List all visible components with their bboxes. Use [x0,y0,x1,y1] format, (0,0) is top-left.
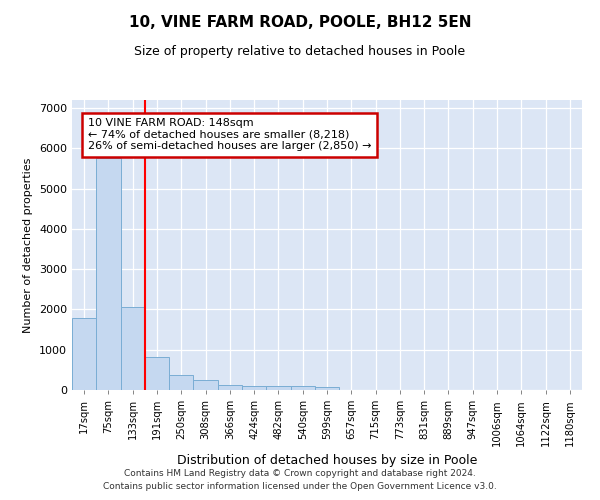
Text: Contains HM Land Registry data © Crown copyright and database right 2024.: Contains HM Land Registry data © Crown c… [124,468,476,477]
Bar [266,386,290,390]
Text: Contains public sector information licensed under the Open Government Licence v3: Contains public sector information licen… [103,482,497,491]
Y-axis label: Number of detached properties: Number of detached properties [23,158,34,332]
Text: 10 VINE FARM ROAD: 148sqm
← 74% of detached houses are smaller (8,218)
26% of se: 10 VINE FARM ROAD: 148sqm ← 74% of detac… [88,118,371,152]
Bar [242,386,266,390]
Bar [72,318,96,390]
Bar [290,386,315,390]
Text: Size of property relative to detached houses in Poole: Size of property relative to detached ho… [134,45,466,58]
Text: 10, VINE FARM ROAD, POOLE, BH12 5EN: 10, VINE FARM ROAD, POOLE, BH12 5EN [129,15,471,30]
Bar [121,308,145,390]
Bar [96,158,121,390]
Bar [218,385,242,390]
Bar [315,387,339,390]
Bar [169,375,193,390]
Bar [193,380,218,390]
X-axis label: Distribution of detached houses by size in Poole: Distribution of detached houses by size … [177,454,477,467]
Bar [145,356,169,390]
